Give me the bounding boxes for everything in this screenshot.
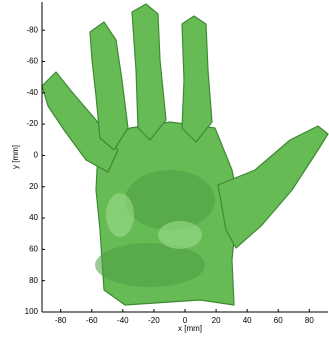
y-axis-label: y [mm] (11, 145, 20, 169)
hand-highlight (106, 193, 134, 237)
x-tick-label: -80 (55, 316, 67, 325)
y-tick-label: 60 (29, 244, 38, 253)
y-tick-label: -40 (26, 88, 38, 97)
y-tick-label: 80 (29, 276, 38, 285)
hand-highlight (158, 221, 202, 249)
hand-shadow (95, 243, 205, 287)
y-tick-label: -20 (26, 119, 38, 128)
hand-render (42, 4, 328, 305)
hand-shadow (125, 170, 215, 230)
x-tick-label: 60 (274, 316, 283, 325)
hand-thumb (218, 126, 328, 248)
x-tick-label: -40 (117, 316, 129, 325)
chart: x [mm] y [mm] -80 -60 -40 -20 0 20 40 60 80 -80 -6… (0, 0, 329, 342)
x-tick-label: -20 (148, 316, 160, 325)
x-tick-label: -60 (86, 316, 98, 325)
x-tick-label: 80 (305, 316, 314, 325)
y-tick-label: 0 (34, 151, 39, 160)
x-tick-label: 0 (183, 316, 188, 325)
hand-index (182, 16, 212, 142)
y-tick-label: 20 (29, 182, 38, 191)
x-axis-label: x [mm] (178, 324, 202, 333)
y-tick-label: -60 (26, 57, 38, 66)
hand-middle (132, 4, 166, 140)
y-tick-label: 40 (29, 213, 38, 222)
x-tick-label: 20 (212, 316, 221, 325)
y-tick-label: -80 (26, 25, 38, 34)
y-tick-label: 100 (25, 307, 39, 316)
x-tick-label: 40 (243, 316, 252, 325)
